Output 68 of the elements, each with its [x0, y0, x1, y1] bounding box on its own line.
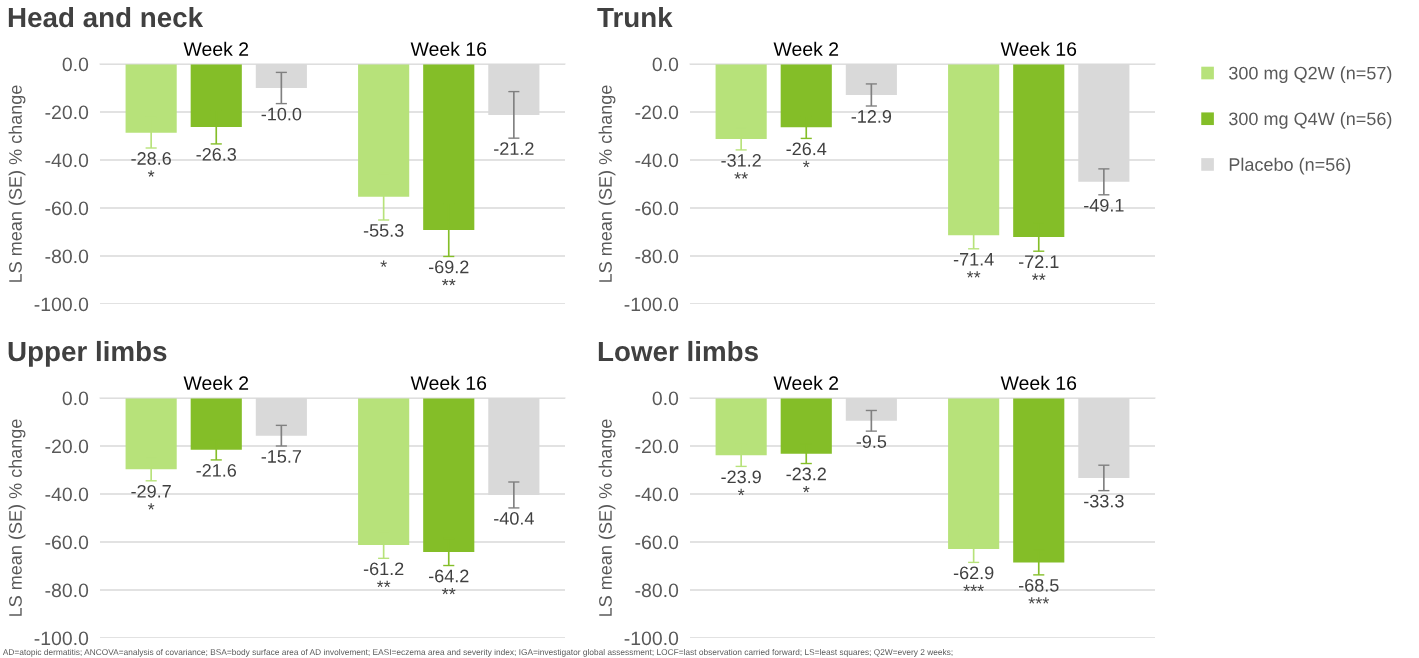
- chart-title: Upper limbs: [8, 340, 167, 367]
- x-tick-label: Week 16: [410, 375, 487, 390]
- data-label: -71.4 **: [953, 253, 994, 278]
- y-tick-label: -20.0: [635, 105, 679, 120]
- y-tick-label: -40.0: [635, 487, 679, 502]
- y-tick-label: -40.0: [45, 153, 89, 168]
- chart-title: Head and neck: [8, 6, 204, 28]
- data-label: -64.2 **: [428, 569, 469, 595]
- data-label: -10.0: [261, 107, 302, 121]
- y-tick-label: -40.0: [635, 153, 679, 168]
- data-label: -23.2 *: [786, 467, 826, 493]
- y-tick-label: -60.0: [635, 201, 679, 216]
- y-tick-label: -20.0: [45, 105, 89, 120]
- x-tick-label: Week 2: [183, 41, 249, 56]
- x-tick-label: Week 2: [773, 41, 839, 56]
- legend-label: 300 mg Q2W (n=57): [1229, 66, 1392, 84]
- x-tick-label: Week 16: [1000, 375, 1077, 390]
- data-label: -40.4: [494, 512, 534, 525]
- y-tick-label: -100.0: [34, 297, 89, 312]
- data-label: -72.1 **: [1018, 255, 1059, 280]
- legend-label: Placebo (n=56): [1229, 157, 1351, 175]
- data-label: -62.9 ***: [953, 566, 994, 592]
- data-label: -12.9: [851, 110, 892, 123]
- data-label: -26.4 *: [786, 142, 827, 168]
- y-tick-label: 0.0: [652, 391, 679, 406]
- data-label: -9.5: [856, 435, 887, 448]
- y-tick-label: -80.0: [45, 249, 89, 264]
- data-label: -29.7 *: [131, 484, 171, 510]
- data-label: -28.6 *: [131, 152, 171, 177]
- y-tick-label: -20.0: [635, 439, 679, 454]
- y-tick-label: -80.0: [635, 249, 679, 264]
- data-label: -49.1: [1084, 198, 1124, 212]
- y-tick-label: -100.0: [34, 631, 89, 646]
- data-label: -21.6: [196, 464, 237, 477]
- data-label: -31.2 **: [721, 154, 761, 179]
- y-tick-label: 0.0: [62, 57, 89, 72]
- data-label: -23.9 *: [721, 470, 761, 496]
- x-tick-label: Week 16: [1000, 41, 1077, 56]
- y-tick-label: -40.0: [45, 487, 89, 502]
- x-tick-label: Week 16: [410, 41, 487, 56]
- data-label: -33.3: [1084, 494, 1124, 508]
- y-tick-label: 0.0: [62, 391, 89, 406]
- y-tick-label: -80.0: [635, 583, 679, 598]
- y-tick-label: -60.0: [45, 201, 89, 216]
- y-tick-label: 0.0: [652, 57, 679, 72]
- chart-title: Trunk: [597, 6, 673, 28]
- y-axis-title: LS mean (SE) % change: [8, 419, 26, 616]
- data-label: -26.3: [196, 148, 237, 161]
- y-tick-label: -60.0: [45, 535, 89, 550]
- x-tick-label: Week 2: [183, 375, 249, 390]
- data-label: -69.2 **: [428, 260, 469, 286]
- text: AD=atopic dermatitis; ANCOVA=analysis of covariance; BSA=body surface area of AD involvement; EASI=eczema area and severity index; IGA=investigator global assessment; LOCF=last observation carried forward; LS=least squares; Q2W=every 2 weeks;: [2, 648, 953, 657]
- y-tick-label: -100.0: [624, 631, 679, 646]
- y-axis-title: LS mean (SE) % change: [8, 85, 26, 282]
- data-label: -61.2 **: [363, 562, 404, 588]
- y-tick-label: -60.0: [635, 535, 679, 550]
- legend-label: 300 mg Q4W (n=56): [1229, 111, 1392, 129]
- x-tick-label: Week 2: [773, 375, 839, 390]
- y-tick-label: -80.0: [45, 583, 89, 598]
- y-axis-title: LS mean (SE) % change: [598, 85, 616, 282]
- y-tick-label: -20.0: [45, 439, 89, 454]
- chart-title: Lower limbs: [598, 340, 758, 362]
- data-label: -21.2: [494, 142, 534, 155]
- y-axis-title: LS mean (SE) % change: [598, 419, 616, 616]
- data-label: -15.7: [261, 450, 302, 463]
- y-tick-label: -100.0: [624, 297, 679, 312]
- text: -55.3 *: [363, 224, 404, 267]
- data-label: -68.5 ***: [1018, 578, 1059, 604]
